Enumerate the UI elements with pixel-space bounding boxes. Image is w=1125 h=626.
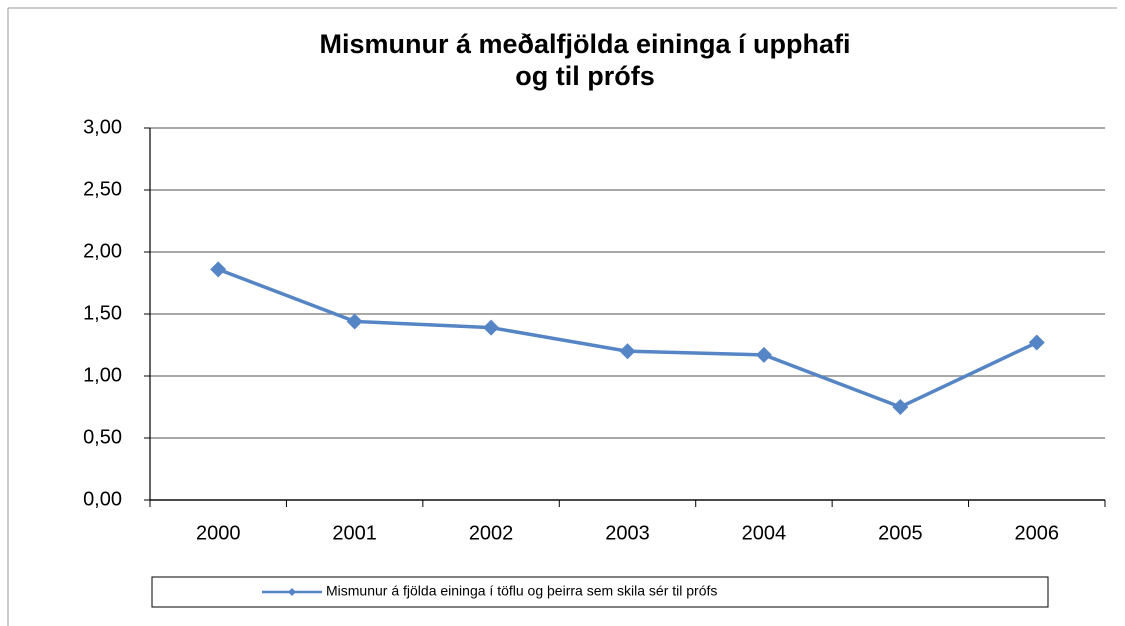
x-tick-label: 2003 xyxy=(605,522,650,544)
x-tick-label: 2005 xyxy=(878,522,923,544)
point xyxy=(755,346,772,363)
x-tick-label: 2006 xyxy=(1015,522,1060,544)
chart-title: og til prófs xyxy=(515,61,654,91)
legend-marker xyxy=(288,588,296,596)
y-tick-label: 3,00 xyxy=(83,116,122,138)
y-tick-label: 0,50 xyxy=(83,426,122,448)
point xyxy=(619,343,636,360)
y-tick-label: 2,00 xyxy=(83,240,122,262)
legend-label: Mismunur á fjölda eininga í töflu og þei… xyxy=(326,583,717,599)
x-tick-label: 2001 xyxy=(332,522,377,544)
point xyxy=(1028,334,1045,351)
point xyxy=(210,261,227,278)
point xyxy=(892,399,909,415)
line xyxy=(217,267,1038,409)
point xyxy=(483,319,500,336)
y-tick-label: 1,50 xyxy=(83,302,122,324)
y-tick-label: 2,50 xyxy=(83,178,122,200)
x-tick-label: 2002 xyxy=(469,522,514,544)
y-tick-label: 0,00 xyxy=(83,488,122,510)
chart-title: Mismunur á meðalfjölda eininga í upphafi xyxy=(319,29,850,59)
point xyxy=(346,313,363,330)
x-tick-label: 2000 xyxy=(196,522,241,544)
y-tick-label: 1,00 xyxy=(83,364,122,386)
x-tick-label: 2004 xyxy=(742,522,787,544)
